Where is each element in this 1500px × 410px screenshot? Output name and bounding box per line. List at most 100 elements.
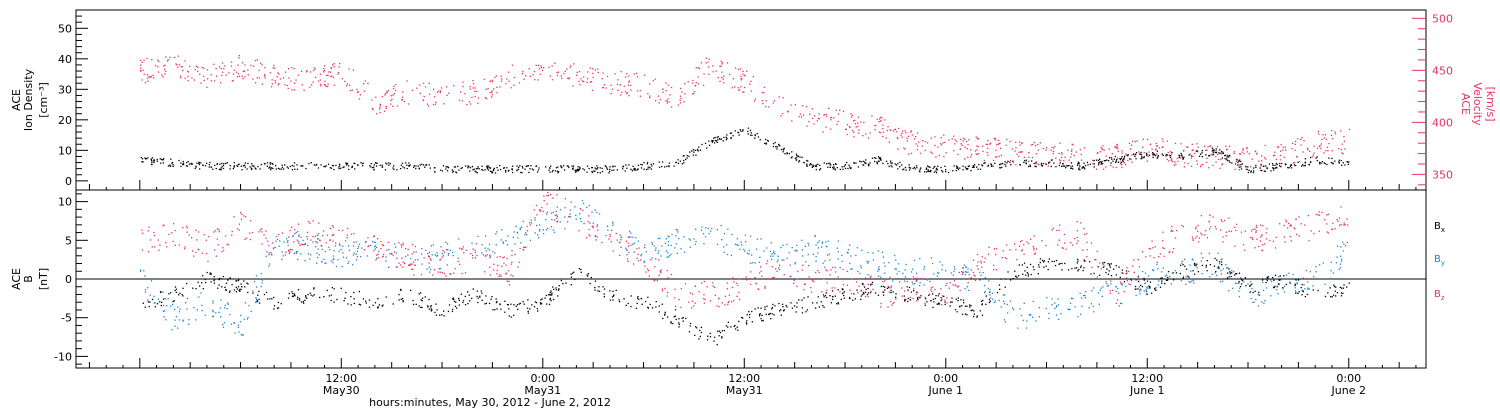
- bx-point: [292, 295, 294, 297]
- by-point: [771, 253, 773, 255]
- by-point: [739, 248, 741, 250]
- velocity-point: [1162, 146, 1164, 148]
- bx-point: [1146, 293, 1148, 296]
- density-point: [974, 164, 976, 166]
- velocity-point: [500, 80, 503, 82]
- density-point: [392, 167, 394, 169]
- velocity-point: [462, 81, 464, 83]
- by-point: [376, 238, 379, 240]
- density-point: [679, 160, 681, 162]
- bz-point: [1153, 257, 1155, 259]
- bx-point: [217, 287, 219, 289]
- velocity-point: [967, 143, 969, 146]
- by-point: [340, 248, 342, 251]
- velocity-point: [1331, 138, 1334, 140]
- bz-point: [1138, 266, 1141, 268]
- bx-point: [764, 308, 766, 310]
- density-point: [535, 165, 537, 167]
- velocity-point: [232, 79, 234, 82]
- bz-point: [654, 266, 656, 268]
- velocity-point: [1284, 146, 1286, 148]
- density-point: [836, 167, 838, 169]
- bz-point: [434, 269, 436, 271]
- bx-point: [1161, 280, 1163, 282]
- density-point: [561, 167, 563, 169]
- density-point: [1222, 152, 1224, 154]
- density-point: [486, 165, 488, 167]
- density-point: [489, 167, 491, 169]
- density-point: [545, 166, 547, 168]
- bz-point: [505, 264, 507, 266]
- by-point: [365, 241, 367, 243]
- velocity-point: [332, 76, 335, 79]
- by-point: [420, 273, 423, 276]
- bx-point: [484, 303, 486, 305]
- by-point: [149, 294, 151, 296]
- density-point: [1237, 161, 1239, 164]
- by-point: [1270, 279, 1272, 281]
- by-point: [1056, 305, 1058, 307]
- velocity-point: [719, 65, 721, 67]
- bx-point: [1244, 277, 1246, 279]
- velocity-point: [842, 110, 845, 113]
- bz-point: [915, 277, 917, 279]
- bx-point: [1205, 266, 1207, 268]
- by-point: [1079, 292, 1081, 294]
- density-point: [834, 169, 836, 171]
- velocity-point: [854, 119, 856, 121]
- bx-point: [428, 298, 430, 301]
- velocity-point: [1340, 149, 1342, 151]
- density-point: [909, 169, 911, 171]
- bx-point: [400, 298, 402, 300]
- velocity-point: [857, 132, 860, 134]
- bx-point: [213, 282, 216, 284]
- velocity-point: [1053, 147, 1055, 149]
- velocity-point: [850, 113, 852, 115]
- bx-point: [539, 303, 542, 305]
- bx-point: [453, 300, 456, 303]
- bx-point: [961, 305, 963, 307]
- density-point: [1183, 156, 1185, 158]
- by-point: [591, 211, 593, 213]
- density-point: [977, 168, 979, 170]
- bx-point: [377, 306, 379, 308]
- by-point: [250, 310, 252, 313]
- velocity-point: [348, 68, 350, 70]
- by-point: [782, 244, 784, 246]
- density-point: [834, 168, 836, 170]
- density-point: [1289, 165, 1291, 168]
- bz-point: [386, 249, 388, 251]
- bz-point: [767, 277, 769, 280]
- density-point: [1214, 151, 1216, 154]
- density-point: [632, 165, 634, 167]
- bz-point: [214, 230, 217, 232]
- bx-point: [1108, 270, 1110, 272]
- bz-point: [721, 302, 723, 304]
- velocity-point: [1197, 151, 1199, 153]
- bz-point: [906, 281, 908, 283]
- bx-point: [999, 288, 1001, 290]
- velocity-point: [163, 65, 165, 67]
- bx-point: [1154, 288, 1156, 290]
- bx-point: [1182, 277, 1184, 279]
- velocity-point: [386, 92, 388, 94]
- by-point: [910, 271, 913, 273]
- bx-point: [841, 288, 843, 290]
- bx-point: [937, 295, 939, 297]
- by-point: [796, 250, 798, 252]
- velocity-point: [309, 86, 311, 88]
- by-point: [1115, 285, 1117, 288]
- velocity-point: [767, 106, 770, 108]
- bz-point: [951, 297, 953, 300]
- density-point: [1078, 162, 1080, 164]
- density-point: [549, 167, 551, 169]
- by-point: [212, 300, 214, 302]
- density-point: [225, 162, 227, 165]
- density-point: [1338, 162, 1340, 164]
- density-point: [362, 165, 364, 167]
- density-point: [863, 161, 866, 163]
- by-point: [964, 274, 966, 276]
- velocity-point: [1186, 146, 1188, 148]
- by-point: [309, 258, 311, 260]
- density-point: [1308, 164, 1311, 166]
